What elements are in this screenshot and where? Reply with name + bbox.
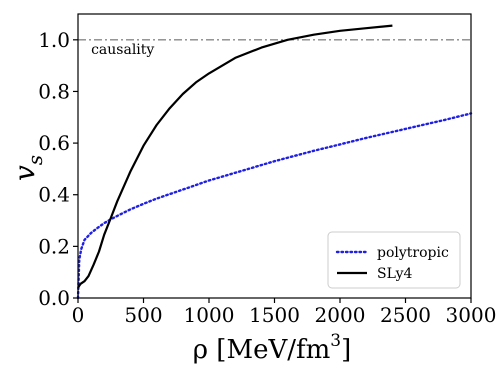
y-tick-label: 0.6 <box>38 131 70 155</box>
y-axis-label-main: v <box>8 165 41 181</box>
y-tick-label: 0.0 <box>38 286 70 310</box>
plot-area: 0 500 1000 1500 2000 2500 3000 0.0 0.2 0.4 0.6 0.8 1… <box>38 13 496 327</box>
legend-label-sly4: SLy4 <box>377 266 413 282</box>
legend-label-polytropic: polytropic <box>377 245 449 261</box>
x-tick-label: 3000 <box>446 303 496 327</box>
x-axis-label-sup: 3 <box>330 331 341 351</box>
y-tick-label: 0.4 <box>38 183 70 207</box>
x-axis-label-close: ] <box>341 335 351 365</box>
x-tick-label: 0 <box>72 303 85 327</box>
causality-annotation: causality <box>91 42 154 58</box>
x-tick-label: 2000 <box>315 303 366 327</box>
x-axis-label: ρ [MeV/fm3] <box>193 331 352 365</box>
x-tick-label: 1500 <box>249 303 300 327</box>
x-tick-label: 500 <box>124 303 162 327</box>
y-tick-label: 1.0 <box>38 28 70 52</box>
series-line-sly4 <box>77 24 393 289</box>
y-axis-label: vs <box>8 155 47 181</box>
y-axis-label-sub: s <box>23 155 47 165</box>
y-tick-label: 0.2 <box>38 234 70 258</box>
legend: polytropic SLy4 <box>327 231 461 289</box>
x-axis-label-main: ρ [MeV/fm <box>193 335 331 365</box>
series-line-polytropic <box>76 112 473 300</box>
x-tick-label: 2500 <box>380 303 431 327</box>
x-tick-label: 1000 <box>184 303 235 327</box>
y-tick-label: 0.8 <box>38 79 70 103</box>
